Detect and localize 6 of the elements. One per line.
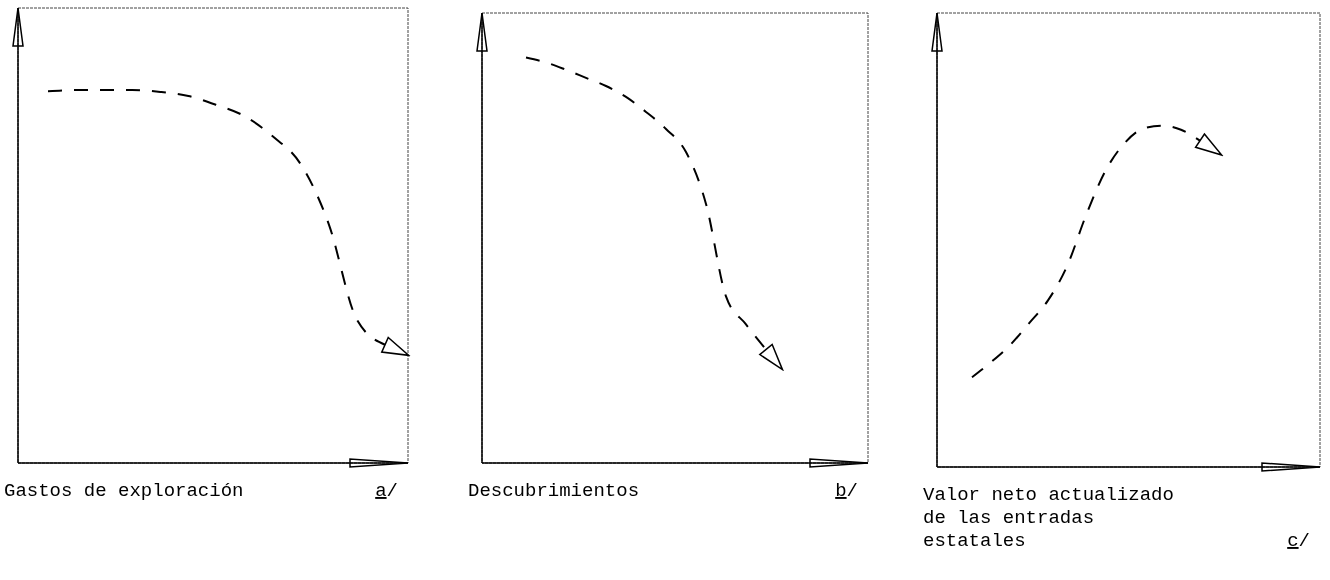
text: a/ bbox=[375, 480, 398, 502]
text: c/ bbox=[1287, 530, 1310, 552]
x-axis-title: Descubrimientos bbox=[468, 480, 640, 502]
text: b/ bbox=[835, 480, 858, 502]
x-axis-title: Valor neto actualizado de las entradas estatales bbox=[923, 484, 1174, 552]
x-axis-title: Gastos de exploración bbox=[4, 480, 244, 502]
